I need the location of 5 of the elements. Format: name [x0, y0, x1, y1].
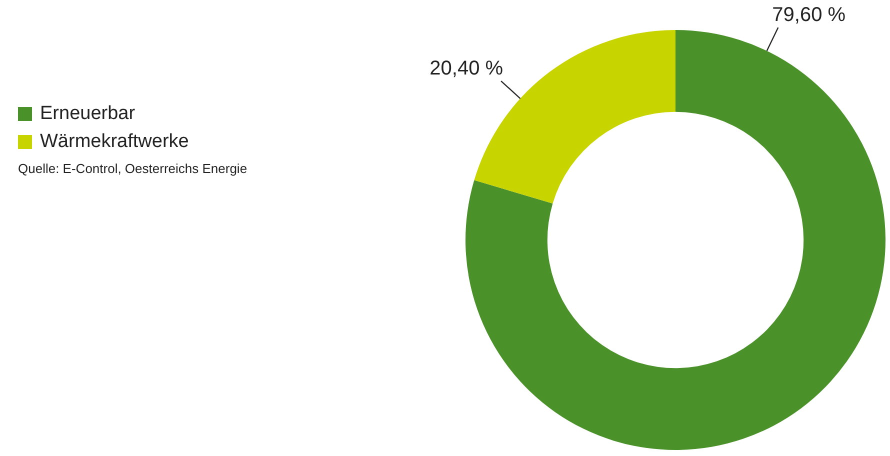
legend-label: Wärmekraftwerke [40, 131, 189, 153]
source-note: Quelle: E-Control, Oesterreichs Energie [18, 161, 248, 176]
data-label: 79,60 % [772, 4, 846, 26]
data-label: 20,40 % [430, 58, 504, 80]
legend-label: Erneuerbar [40, 103, 136, 125]
